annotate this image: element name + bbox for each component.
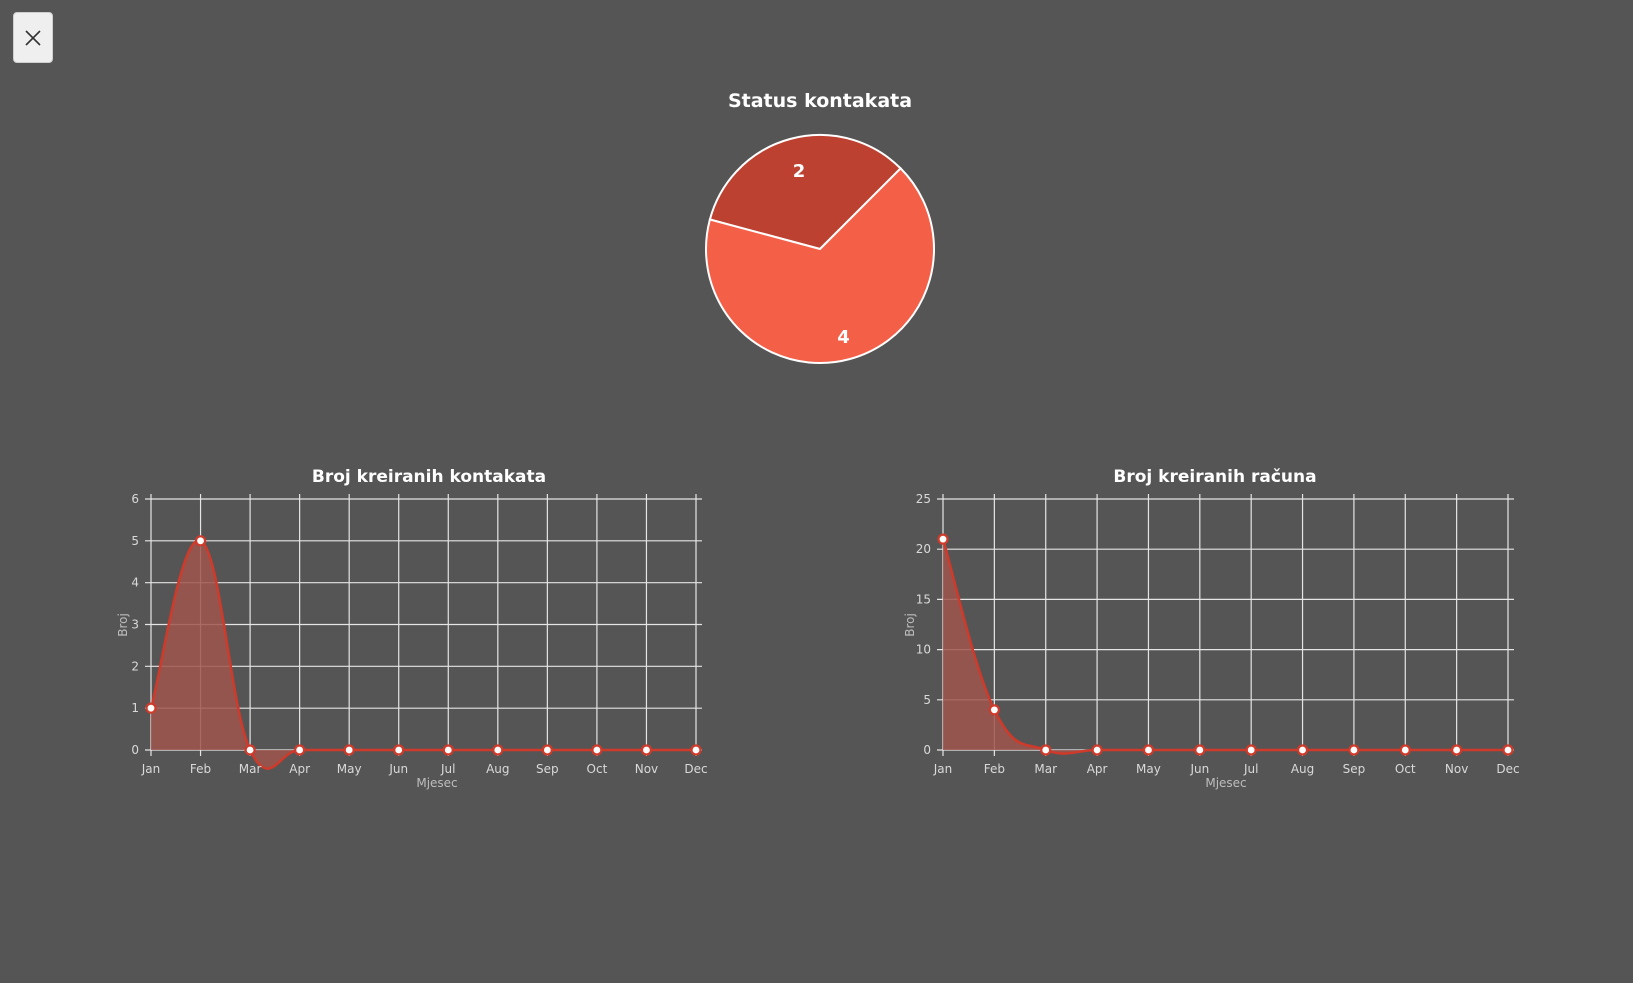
data-point[interactable] (1040, 744, 1052, 756)
data-point[interactable] (343, 744, 355, 756)
x-tick-label: Oct (1395, 762, 1416, 776)
x-tick-label: Apr (1087, 762, 1108, 776)
x-tick-label: Oct (587, 762, 608, 776)
x-tick-label: May (337, 762, 362, 776)
x-tick-label: Feb (190, 762, 211, 776)
data-point[interactable] (492, 744, 504, 756)
x-tick-label: Feb (984, 762, 1005, 776)
data-point[interactable] (244, 744, 256, 756)
x-tick-label: Aug (486, 762, 509, 776)
y-tick-label: 1 (131, 701, 139, 715)
data-point[interactable] (541, 744, 553, 756)
line-chart-2-title: Broj kreiranih računa (1113, 467, 1316, 487)
x-tick-label: Jul (440, 762, 455, 776)
data-point[interactable] (442, 744, 454, 756)
x-tick-label: Sep (1343, 762, 1366, 776)
y-tick-label: 25 (916, 492, 931, 506)
x-tick-label: May (1136, 762, 1161, 776)
line-chart-1-title: Broj kreiranih kontakata (312, 467, 546, 487)
y-tick-label: 2 (131, 659, 139, 673)
y-tick-label: 0 (923, 743, 931, 757)
x-tick-label: Nov (635, 762, 658, 776)
y-tick-label: 15 (916, 592, 931, 606)
y-tick-label: 3 (131, 618, 139, 632)
data-point[interactable] (988, 704, 1000, 716)
x-tick-label: Jun (1189, 762, 1209, 776)
line-chart-1-ylabel: Broj (116, 613, 130, 637)
pie-slice[interactable] (708, 134, 903, 251)
data-point[interactable] (1194, 744, 1206, 756)
series-line (941, 538, 1508, 755)
data-point[interactable] (937, 533, 949, 545)
line-chart-1-area (149, 539, 696, 770)
y-tick-label: 20 (916, 542, 931, 556)
data-point[interactable] (1245, 744, 1257, 756)
line-chart-1-grid (145, 494, 702, 756)
data-point[interactable] (294, 744, 306, 756)
y-tick-label: 6 (131, 492, 139, 506)
line-chart-1-points (145, 535, 702, 756)
x-tick-label: Mar (1034, 762, 1057, 776)
x-tick-label: Apr (289, 762, 310, 776)
accounts-line-chart: Broj kreiranih računa 0 5 10 15 20 25 Jan Feb M… (903, 467, 1520, 790)
y-tick-label: 4 (131, 576, 139, 590)
line-chart-2-area (941, 538, 1508, 755)
data-point[interactable] (1142, 744, 1155, 756)
area-fill (151, 540, 696, 769)
data-point[interactable] (1399, 744, 1411, 756)
data-point[interactable] (1091, 744, 1103, 756)
pie-slice-label: 2 (793, 161, 806, 182)
line-chart-2-grid (937, 494, 1514, 756)
y-tick-label: 0 (131, 743, 139, 757)
data-point[interactable] (690, 744, 702, 756)
data-point[interactable] (591, 744, 603, 756)
area-fill (943, 539, 1508, 754)
y-tick-label: 10 (916, 643, 931, 657)
x-tick-label: Jan (933, 762, 953, 776)
pie-slice[interactable] (705, 166, 935, 364)
line-chart-2-points (937, 533, 1514, 756)
line-chart-2-yticks: 0 5 10 15 20 25 (916, 492, 931, 757)
y-tick-label: 5 (923, 693, 931, 707)
close-icon (25, 29, 41, 46)
x-tick-label: Mar (239, 762, 262, 776)
line-chart-1-xlabel: Mjesec (416, 776, 457, 790)
data-point[interactable] (640, 744, 653, 756)
data-point[interactable] (1348, 744, 1360, 756)
contacts-line-chart: Broj kreiranih kontakata 0 1 2 3 4 5 6 Jan Feb M… (116, 467, 708, 790)
x-tick-label: Dec (1496, 762, 1519, 776)
data-point[interactable] (393, 744, 405, 756)
line-chart-1-xticks: Jan Feb Mar Apr May Jun Jul Aug Sep Oct Nov Dec (141, 762, 708, 776)
x-tick-label: Jan (141, 762, 161, 776)
data-point[interactable] (1451, 744, 1463, 756)
line-chart-1-yticks: 0 1 2 3 4 5 6 (131, 492, 139, 757)
line-chart-2-ylabel: Broj (903, 613, 917, 637)
x-tick-label: Jul (1243, 762, 1258, 776)
data-point[interactable] (194, 535, 207, 547)
x-tick-label: Sep (536, 762, 559, 776)
data-point[interactable] (1502, 744, 1514, 756)
data-point[interactable] (1296, 744, 1309, 756)
x-tick-label: Dec (684, 762, 707, 776)
x-tick-label: Jun (388, 762, 408, 776)
line-chart-2-xlabel: Mjesec (1205, 776, 1246, 790)
pie-chart-title: Status kontakata (728, 90, 912, 112)
close-button[interactable] (13, 12, 53, 63)
x-tick-label: Nov (1445, 762, 1468, 776)
y-tick-label: 5 (131, 534, 139, 548)
x-tick-label: Aug (1291, 762, 1314, 776)
pie-slice-label: 4 (837, 327, 850, 348)
line-chart-2-xticks: Jan Feb Mar Apr May Jun Jul Aug Sep Oct Nov Dec (933, 762, 1520, 776)
data-point[interactable] (145, 702, 157, 714)
status-pie-chart: Status kontakata 24 (705, 90, 935, 364)
pie-slices: 24 (705, 134, 935, 364)
